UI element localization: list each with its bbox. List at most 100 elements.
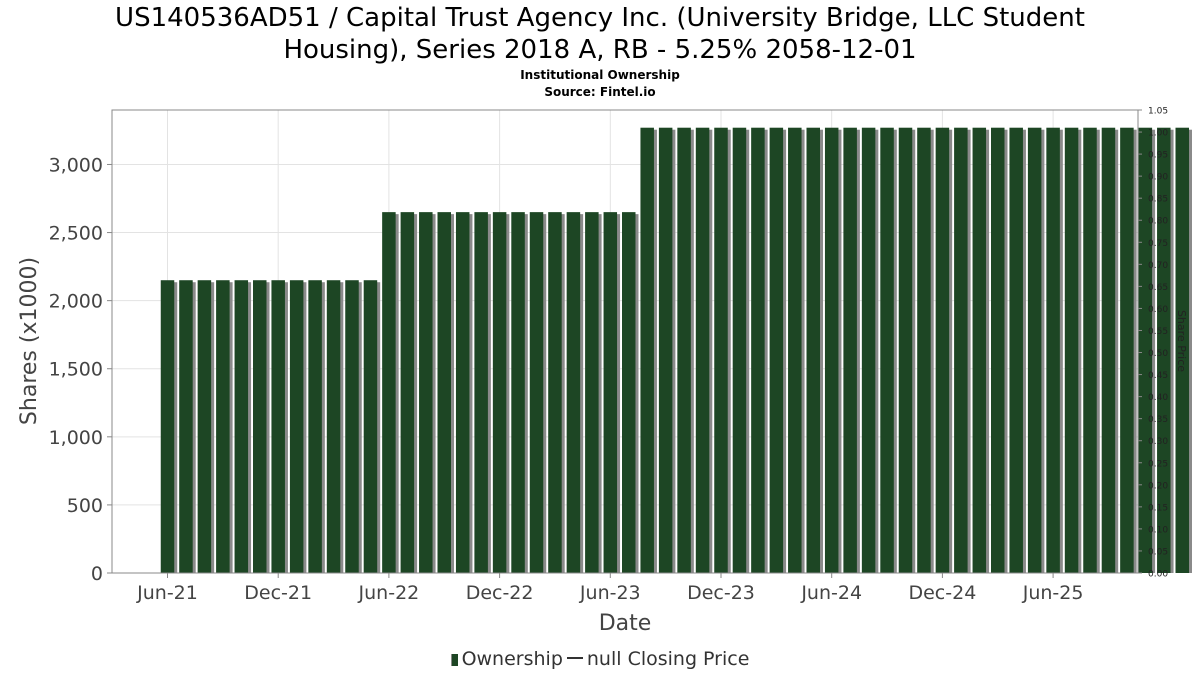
x-tick-label: Jun-24 <box>800 582 862 604</box>
x-tick-label: Dec-21 <box>244 582 312 604</box>
ownership-bar <box>511 212 525 573</box>
ownership-bar <box>640 127 654 573</box>
ownership-legend-label: Ownership <box>461 648 563 670</box>
y2-tick-label: 0.40 <box>1148 393 1168 403</box>
y-axis: 0 500 1,000 1,500 2,000 2,500 3,000 <box>49 154 112 585</box>
x-axis: Jun-21 Dec-21 Jun-22 Dec-22 Jun-23 Dec-23 Jun-… <box>136 573 1083 604</box>
ownership-bar <box>1101 127 1116 573</box>
ownership-bar <box>529 212 544 573</box>
ownership-bar <box>492 212 507 573</box>
ownership-bar <box>179 280 193 573</box>
ownership-bar <box>861 127 876 573</box>
y2-tick-label: 0.55 <box>1148 327 1168 337</box>
ownership-bar <box>308 280 322 573</box>
y-tick-label: 0 <box>91 563 103 585</box>
y2-tick-label: 0.70 <box>1148 261 1168 271</box>
y2-axis: 0.00 0.05 0.10 0.15 0.20 0.25 0.30 0.35 0.40 0.45… <box>1138 107 1168 580</box>
ownership-bar <box>622 212 636 573</box>
x-axis-label: Date <box>599 611 652 636</box>
ownership-bar <box>566 212 581 573</box>
ownership-bar <box>271 280 285 573</box>
plot-frame <box>111 109 1139 574</box>
x-tick-label: Dec-24 <box>908 582 976 604</box>
ownership-bar <box>585 212 599 573</box>
y2-tick-label: 0.60 <box>1148 305 1168 315</box>
x-tick-label: Jun-25 <box>1022 582 1084 604</box>
y2-tick-label: 0.50 <box>1148 349 1168 359</box>
y2-tick-label: 0.80 <box>1148 217 1168 227</box>
ownership-bar <box>160 280 175 573</box>
ownership-bar <box>474 212 488 573</box>
x-tick-label: Jun-23 <box>579 582 641 604</box>
ownership-bar <box>1138 127 1153 573</box>
x-tick-label: Dec-22 <box>466 582 534 604</box>
y2-tick-label: 0.00 <box>1148 570 1168 580</box>
ownership-bar <box>437 212 451 573</box>
ownership-bar <box>991 127 1005 573</box>
ownership-bar <box>788 127 802 573</box>
x-tick-label: Dec-23 <box>687 582 755 604</box>
ownership-bar <box>419 212 433 573</box>
y2-tick-label: 1.00 <box>1148 129 1168 139</box>
ownership-bar <box>345 280 359 573</box>
ownership-bar <box>326 280 341 573</box>
ownership-bar <box>917 127 931 573</box>
ownership-bar <box>954 127 968 573</box>
y-axis-label: Shares (x1000) <box>17 257 42 425</box>
ownership-bar <box>1175 127 1189 573</box>
ownership-bar <box>972 127 987 573</box>
ownership-bar <box>382 212 396 573</box>
ownership-bar <box>935 127 950 573</box>
price-legend-line <box>566 657 583 659</box>
x-tick-label: Jun-22 <box>358 582 420 604</box>
ownership-bar <box>1009 127 1023 573</box>
y2-axis-label: Share Price <box>1175 310 1188 372</box>
ownership-bar <box>658 127 673 573</box>
legend: Ownership null Closing Price <box>0 647 1200 671</box>
ownership-bar <box>1083 127 1097 573</box>
ownership-bar <box>824 127 839 573</box>
y2-tick-label: 0.35 <box>1148 415 1168 425</box>
chart-subtitle: Institutional Ownership <box>520 68 680 82</box>
ownership-bar <box>1157 127 1171 573</box>
ownership-bar <box>898 127 913 573</box>
y2-tick-label: 0.30 <box>1148 437 1168 447</box>
ownership-bar <box>1064 127 1079 573</box>
y-tick-label: 1,500 <box>49 359 103 381</box>
ownership-bar <box>732 127 747 573</box>
ownership-bar <box>880 127 894 573</box>
ownership-bar <box>751 127 765 573</box>
x-tick-label: Jun-21 <box>136 582 198 604</box>
y2-tick-label: 0.65 <box>1148 283 1168 293</box>
ownership-bar <box>603 212 618 573</box>
y-tick-label: 3,000 <box>49 154 103 176</box>
price-legend-label: null Closing Price <box>586 648 750 670</box>
y2-tick-label: 0.05 <box>1148 547 1168 557</box>
ownership-bar <box>1027 127 1042 573</box>
ownership-bar <box>234 280 249 573</box>
ownership-bar <box>843 127 857 573</box>
ownership-bar <box>714 127 728 573</box>
ownership-bar <box>769 127 784 573</box>
ownership-bar <box>677 127 691 573</box>
y2-tick-label: 0.25 <box>1148 459 1168 469</box>
y2-tick-label: 0.20 <box>1148 481 1168 491</box>
ownership-bar <box>289 280 304 573</box>
ownership-bar <box>197 280 212 573</box>
ownership-bar <box>1120 127 1134 573</box>
ownership-bar <box>216 280 230 573</box>
y-tick-label: 2,000 <box>49 291 103 313</box>
y2-tick-label: 0.45 <box>1148 371 1168 381</box>
y2-tick-label: 0.95 <box>1148 151 1168 161</box>
y2-tick-label: 0.75 <box>1148 239 1168 249</box>
ownership-bar <box>363 280 378 573</box>
chart-source: Source: Fintel.io <box>544 85 656 99</box>
ownership-bar <box>455 212 470 573</box>
ownership-bar <box>548 212 562 573</box>
y-tick-label: 2,500 <box>49 223 103 245</box>
chart-title-line-1: US140536AD51 / Capital Trust Agency Inc.… <box>115 3 1085 33</box>
y2-tick-label: 0.85 <box>1148 195 1168 205</box>
y2-tick-label: 1.05 <box>1148 107 1168 117</box>
ownership-bar <box>695 127 710 573</box>
